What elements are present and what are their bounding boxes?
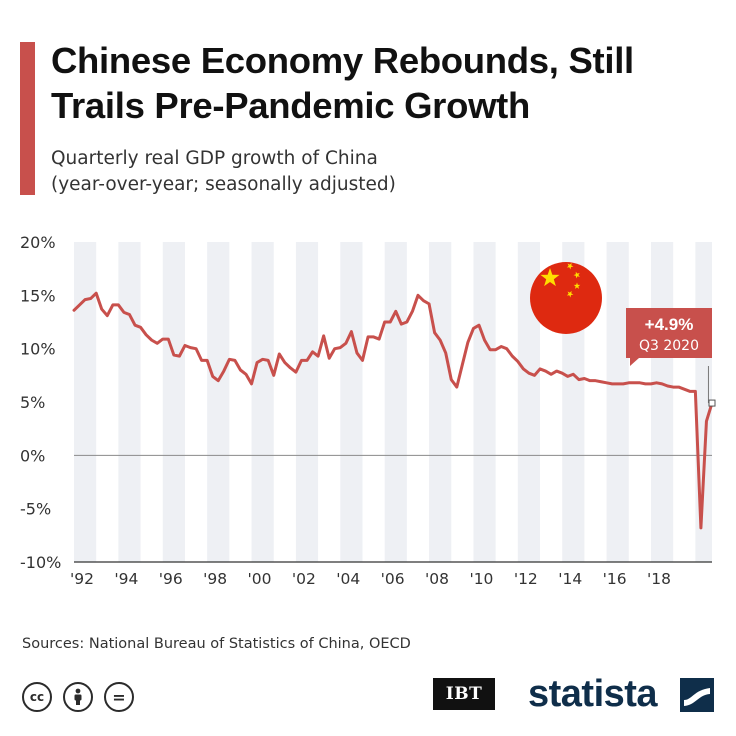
y-tick-label: -5%: [20, 500, 51, 519]
x-tick-label: '10: [469, 570, 493, 588]
y-tick-label: 0%: [20, 446, 45, 465]
annotation-group: +4.9% Q3 2020: [626, 308, 716, 407]
x-tick-label: '00: [248, 570, 272, 588]
gdp-line-chart: -10%-5%0%5%10%15%20% '92'94'96'98'00'02 '…: [20, 233, 716, 588]
x-tick-label: '04: [336, 570, 360, 588]
year-band-1998: [207, 242, 230, 562]
nd-icon[interactable]: =: [104, 682, 134, 712]
statista-logo[interactable]: statista: [528, 673, 658, 715]
annotation-box: [626, 308, 712, 358]
y-tick-label: 20%: [20, 233, 56, 252]
x-tick-label: '92: [70, 570, 94, 588]
year-band-1992: [74, 242, 97, 562]
title-accent-bar: [20, 42, 35, 195]
subtitle-line-1: Quarterly real GDP growth of China: [51, 148, 378, 169]
year-band-2008: [429, 242, 452, 562]
ibt-logo[interactable]: IBT: [433, 678, 495, 710]
subtitle-line-2: (year-over-year; seasonally adjusted): [51, 174, 396, 195]
x-tick-label: '96: [159, 570, 183, 588]
annotation-marker: [708, 399, 716, 407]
series-line: [72, 291, 714, 530]
year-bands: [74, 242, 712, 562]
license-icons: cc =: [22, 682, 134, 712]
x-tick-label: '08: [425, 570, 449, 588]
year-band-2018: [650, 242, 674, 562]
person-icon: [74, 688, 82, 705]
flag-star: [573, 271, 580, 279]
x-tick-label: '18: [647, 570, 671, 588]
series-group: [72, 291, 714, 530]
year-band-2000: [251, 242, 274, 562]
y-tick-label: 15%: [20, 286, 56, 305]
chart-subtitle: Quarterly real GDP growth of China (year…: [51, 146, 711, 198]
annotation-value: +4.9%: [645, 315, 694, 334]
flag-star: [540, 268, 560, 287]
flag-star: [566, 262, 574, 270]
x-axis: '92 '94 '96 '98 '00 '02 '04 '06 '08 '10 '12 '14 '16 '…: [70, 570, 671, 588]
year-band-1994: [118, 242, 141, 562]
year-band-2002: [295, 242, 319, 562]
x-tick-label: '12: [514, 570, 538, 588]
x-tick-label: '06: [381, 570, 405, 588]
year-band-2010: [473, 242, 496, 562]
by-icon[interactable]: [63, 682, 93, 712]
y-axis: -10% -5% 0% 5% 10% 15% 20%: [20, 233, 712, 572]
x-tick-label: '16: [603, 570, 627, 588]
year-band-2016: [606, 242, 629, 562]
footer: cc = IBT statista: [0, 672, 736, 722]
year-band-2006: [384, 242, 407, 562]
x-tick-label: '02: [292, 570, 316, 588]
year-band-1996: [162, 242, 185, 562]
x-tick-label: '94: [114, 570, 138, 588]
source-note: Sources: National Bureau of Statistics o…: [22, 636, 411, 652]
annotation-period: Q3 2020: [639, 338, 699, 354]
y-tick-label: -10%: [20, 553, 61, 572]
x-tick-label: '14: [558, 570, 582, 588]
chart-title: Chinese Economy Rebounds, Still Trails P…: [51, 40, 634, 126]
statista-mark-icon: [680, 678, 714, 712]
flag-star: [566, 290, 574, 298]
year-band-2012: [517, 242, 541, 562]
flag-circle: [530, 262, 602, 334]
cc-icon[interactable]: cc: [22, 682, 52, 712]
y-tick-label: 10%: [20, 340, 56, 359]
flag-star: [573, 282, 581, 289]
annotation-pointer: [630, 358, 639, 366]
y-tick-label: 5%: [20, 393, 45, 412]
china-flag-icon: [530, 262, 602, 334]
year-band-2004: [340, 242, 363, 562]
x-tick-label: '98: [203, 570, 227, 588]
